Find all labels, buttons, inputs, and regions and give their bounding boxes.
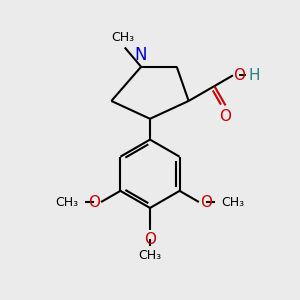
Text: CH₃: CH₃	[112, 31, 135, 44]
Text: O: O	[233, 68, 245, 83]
Text: O: O	[144, 232, 156, 247]
Text: O: O	[220, 109, 232, 124]
Text: CH₃: CH₃	[56, 196, 79, 208]
Text: H: H	[248, 68, 260, 83]
Text: N: N	[135, 46, 147, 64]
Text: CH₃: CH₃	[138, 249, 162, 262]
Text: O: O	[200, 194, 212, 209]
Text: O: O	[88, 194, 100, 209]
Text: CH₃: CH₃	[221, 196, 244, 208]
